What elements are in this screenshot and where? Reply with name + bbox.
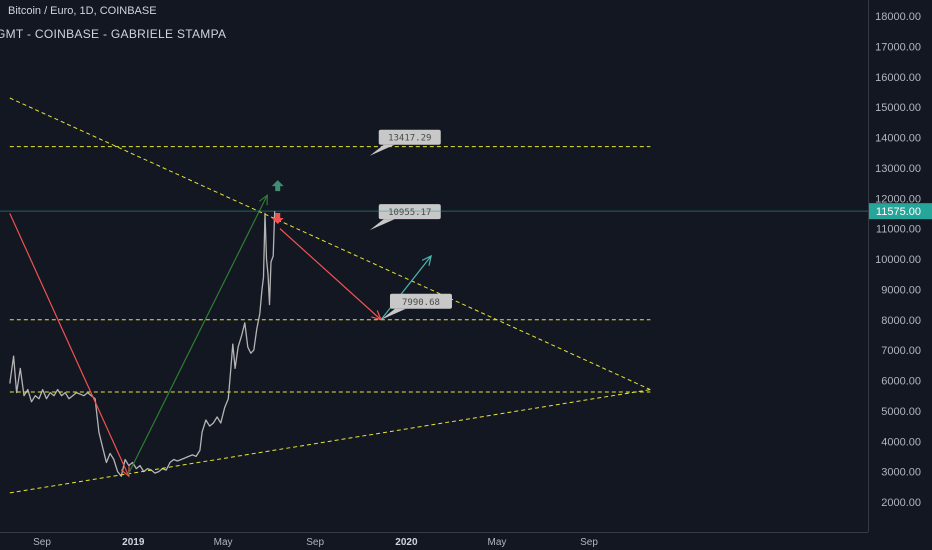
price-tick-label: 13000.00 <box>875 163 921 175</box>
callout-label: 7990.68 <box>402 298 440 308</box>
time-tick-label: 2019 <box>122 537 145 548</box>
price-tick-label: 7000.00 <box>881 345 921 357</box>
callout-pointer <box>369 144 395 156</box>
time-axis[interactable]: Sep 2019 May Sep 2020 May Sep <box>33 537 598 548</box>
callout-label: 10955.17 <box>388 208 431 218</box>
price-tick-label: 10000.00 <box>875 254 921 266</box>
price-tick-label: 6000.00 <box>881 376 921 388</box>
time-tick-label: Sep <box>306 537 324 548</box>
arrow-line <box>279 228 382 321</box>
last-price-tag-group: 11575.00 <box>0 203 932 220</box>
time-tick-label: Sep <box>33 537 51 548</box>
callout-pointer <box>369 219 395 231</box>
arrow-down-marker <box>271 212 284 224</box>
time-tick-label: May <box>214 537 233 548</box>
symbol-title: Bitcoin / Euro, 1D, COINBASE <box>8 5 157 17</box>
price-tick-label: 17000.00 <box>875 41 921 53</box>
arrow-line <box>380 255 432 321</box>
price-tick-label: 18000.00 <box>875 11 921 23</box>
callout-label: 13417.29 <box>388 134 431 144</box>
price-tick-label: 11000.00 <box>876 224 921 236</box>
trend-line <box>9 97 651 391</box>
price-tick-label: 3000.00 <box>881 467 921 479</box>
time-tick-label: Sep <box>580 537 598 548</box>
price-tick-label: 15000.00 <box>875 102 921 114</box>
arrow-line <box>9 213 130 477</box>
time-tick-label: 2020 <box>395 537 418 548</box>
price-tick-label: 5000.00 <box>881 406 921 418</box>
arrow-head <box>120 466 130 478</box>
price-tick-label: 9000.00 <box>881 284 921 296</box>
callout-pointer <box>380 308 406 320</box>
price-tick-label: 2000.00 <box>881 497 921 509</box>
price-axis[interactable]: 2000.00 3000.00 4000.00 5000.00 6000.00 7000.… <box>875 11 921 509</box>
time-tick-label: May <box>488 537 507 548</box>
price-line <box>9 211 276 477</box>
price-tick-label: 4000.00 <box>881 436 921 448</box>
price-tick-label: 14000.00 <box>875 133 921 145</box>
arrow-head <box>258 193 268 206</box>
price-tick-label: 8000.00 <box>881 315 921 327</box>
study-title: GMT - COINBASE - GABRIELE STAMPA <box>0 27 227 41</box>
last-price-label: 11575.00 <box>876 206 921 218</box>
price-tick-label: 12000.00 <box>875 193 921 205</box>
callout-box <box>389 293 452 309</box>
callout-box <box>378 129 441 145</box>
arrow-line <box>127 194 268 475</box>
price-tick-label: 16000.00 <box>875 72 921 84</box>
arrow-head <box>421 254 432 266</box>
price-series <box>9 211 276 477</box>
trend-line <box>9 389 651 494</box>
drawings-layer: 13417.29 10955.17 7990.68 <box>9 97 651 494</box>
arrow-up-marker <box>271 180 284 192</box>
last-price-tag <box>869 203 932 220</box>
